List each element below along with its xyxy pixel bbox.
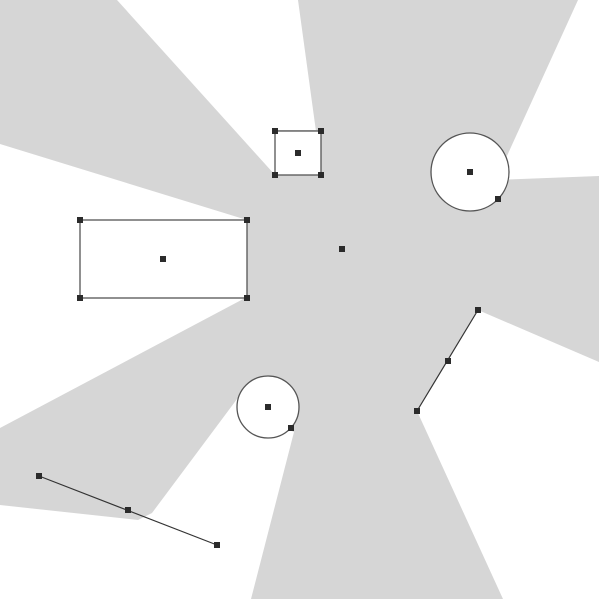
light-source-handle[interactable] [339, 246, 345, 252]
lower-circle-obstacle[interactable] [236, 375, 300, 439]
radius-handle[interactable] [495, 196, 501, 202]
midpoint-handle[interactable] [445, 358, 451, 364]
lower-left-segment-obstacle[interactable] [36, 473, 220, 548]
vertex-handle[interactable] [272, 128, 278, 134]
endpoint-handle[interactable] [36, 473, 42, 479]
vertex-handle[interactable] [244, 217, 250, 223]
small-square-obstacle[interactable] [272, 128, 324, 178]
endpoint-handle[interactable] [475, 307, 481, 313]
right-segment-obstacle[interactable] [414, 307, 481, 414]
vertex-handle[interactable] [244, 295, 250, 301]
center-handle[interactable] [265, 404, 271, 410]
center-handle[interactable] [160, 256, 166, 262]
center-handle[interactable] [295, 150, 301, 156]
wide-rectangle-obstacle[interactable] [77, 217, 250, 301]
vertex-handle[interactable] [318, 128, 324, 134]
vertex-handle[interactable] [272, 172, 278, 178]
endpoint-handle[interactable] [414, 408, 420, 414]
radius-handle[interactable] [288, 425, 294, 431]
upper-right-circle-obstacle[interactable] [430, 132, 510, 212]
endpoint-handle[interactable] [214, 542, 220, 548]
center-handle[interactable] [467, 169, 473, 175]
vertex-handle[interactable] [77, 217, 83, 223]
vertex-handle[interactable] [318, 172, 324, 178]
midpoint-handle[interactable] [125, 507, 131, 513]
vertex-handle[interactable] [77, 295, 83, 301]
